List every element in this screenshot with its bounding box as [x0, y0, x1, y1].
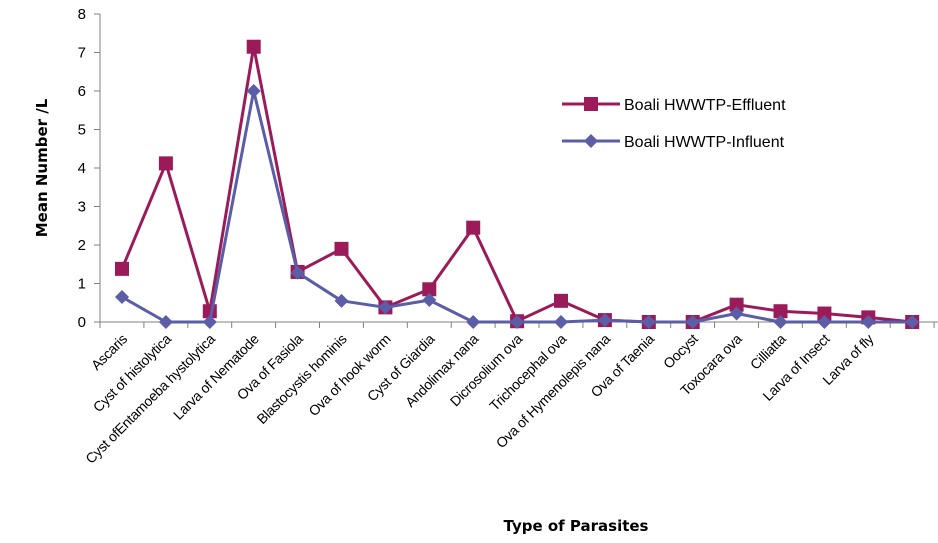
- legend: Boali HWWTP-Effluent Boali HWWTP-Influent: [562, 97, 786, 151]
- data-point-diamond: [685, 315, 700, 329]
- legend-item: Boali HWWTP-Effluent: [562, 97, 786, 114]
- series-lines: [115, 39, 920, 329]
- x-tick-label: Oocyst: [660, 331, 701, 372]
- legend-label: Boali HWWTP-Effluent: [624, 97, 786, 114]
- series-influent: [115, 84, 920, 329]
- y-tick-labels: 0 1 2 3 4 5 6 7 8: [78, 6, 86, 331]
- data-point-diamond: [466, 315, 481, 329]
- data-point-square: [773, 304, 788, 319]
- legend-label: Boali HWWTP-Influent: [624, 134, 785, 151]
- data-point-diamond: [378, 300, 393, 315]
- data-point-diamond: [773, 315, 788, 329]
- data-point-diamond: [422, 293, 437, 308]
- x-tick-label: Cyst of histolytica: [90, 330, 175, 415]
- data-point-square: [729, 297, 744, 312]
- data-point-diamond: [246, 84, 261, 98]
- data-point-square: [158, 156, 173, 171]
- x-tick-label: Cilliatta: [747, 330, 789, 372]
- data-point-square: [422, 282, 437, 297]
- data-point-diamond: [158, 315, 173, 329]
- data-point-square: [466, 220, 481, 235]
- data-point-diamond: [115, 289, 129, 304]
- data-point-diamond: [597, 313, 612, 328]
- data-point-square: [115, 261, 129, 276]
- y-tick-label: 2: [78, 237, 86, 254]
- y-tick-label: 5: [78, 122, 86, 139]
- data-point-diamond: [510, 315, 525, 329]
- data-point-diamond: [861, 315, 876, 329]
- y-tick-label: 7: [78, 45, 86, 62]
- data-point-diamond: [554, 315, 568, 329]
- legend-item: Boali HWWTP-Influent: [562, 134, 785, 151]
- data-point-diamond: [641, 315, 656, 329]
- y-tick-label: 3: [78, 199, 86, 216]
- y-tick-label: 4: [78, 160, 86, 177]
- data-point-diamond: [729, 306, 744, 321]
- x-tick-label: Trichocephal ova: [486, 330, 569, 413]
- data-point-square: [246, 39, 261, 54]
- data-point-square: [817, 306, 832, 321]
- data-point-diamond: [334, 293, 349, 308]
- y-tick-label: 6: [78, 83, 86, 100]
- y-tick-label: 1: [78, 276, 86, 293]
- legend-marker-square: [584, 97, 598, 111]
- data-point-square: [334, 241, 349, 256]
- x-axis-title: Type of Parasites: [504, 517, 649, 535]
- y-axis-title: Mean Number /L: [33, 98, 51, 237]
- data-point-square: [554, 293, 568, 308]
- data-point-diamond: [202, 315, 217, 329]
- x-tick-label: Ascaris: [88, 331, 130, 373]
- data-point-diamond: [905, 315, 920, 329]
- x-tick-label: Ova of hook worm: [305, 331, 393, 419]
- axes: [94, 13, 938, 328]
- y-tick-label: 8: [78, 6, 86, 23]
- y-tick-label: 0: [78, 314, 86, 331]
- data-point-diamond: [290, 265, 305, 280]
- series-line: [120, 45, 913, 324]
- data-point-diamond: [817, 315, 832, 329]
- legend-marker-diamond: [584, 134, 598, 148]
